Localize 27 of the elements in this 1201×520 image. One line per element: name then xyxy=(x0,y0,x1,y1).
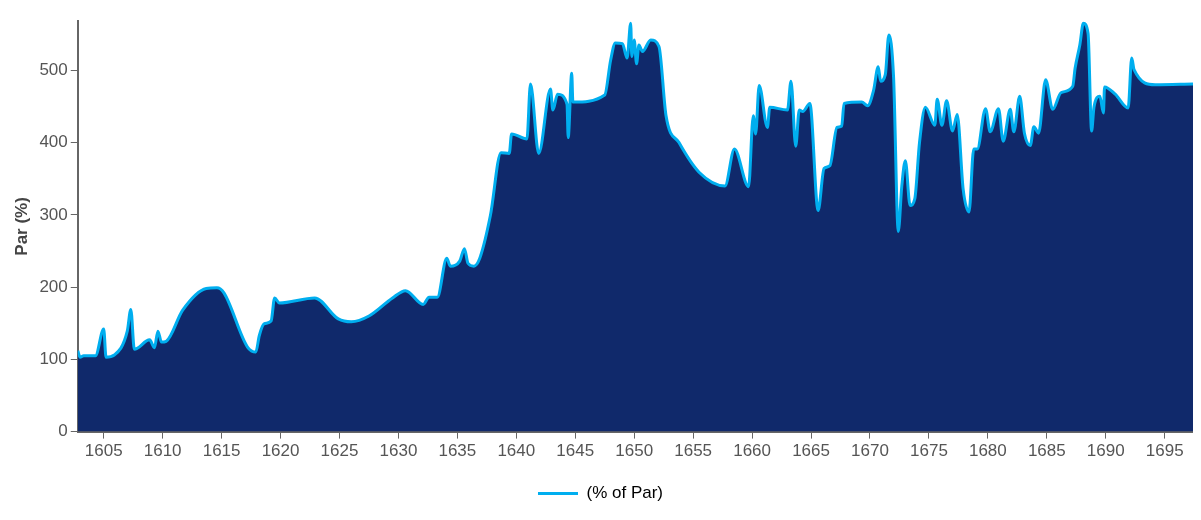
x-tick-label: 1670 xyxy=(851,441,889,461)
x-tick-label: 1690 xyxy=(1086,441,1125,461)
y-tick-label: 200 xyxy=(39,276,68,296)
x-tick-label: 1615 xyxy=(202,441,241,461)
x-tick-label: 1630 xyxy=(379,441,418,461)
x-tick-label: 1655 xyxy=(674,441,713,461)
y-axis-title: Par (%) xyxy=(11,197,31,256)
x-tick-label: 1625 xyxy=(320,441,359,461)
x-tick-label: 1635 xyxy=(438,441,477,461)
y-tick-label: 300 xyxy=(39,204,68,224)
x-tick-label: 1620 xyxy=(261,441,300,461)
x-tick-label: 1645 xyxy=(556,441,595,461)
legend-label: (% of Par) xyxy=(586,483,664,503)
x-tick-label: 1605 xyxy=(84,441,123,461)
x-tick-label: 1685 xyxy=(1027,441,1066,461)
x-tick-label: 1650 xyxy=(615,441,654,461)
x-tick-label: 1610 xyxy=(143,441,182,461)
x-tick-label: 1640 xyxy=(497,441,536,461)
y-tick-label: 0 xyxy=(58,421,68,441)
y-tick-label: 400 xyxy=(39,132,68,152)
x-tick-label: 1665 xyxy=(792,441,830,461)
x-tick-label: 1660 xyxy=(733,441,772,461)
y-tick-label: 500 xyxy=(39,60,68,80)
x-tick-label: 1675 xyxy=(910,441,948,461)
x-tick-label: 1695 xyxy=(1145,441,1184,461)
y-tick-label: 100 xyxy=(39,349,68,369)
x-tick-label: 1680 xyxy=(968,441,1007,461)
